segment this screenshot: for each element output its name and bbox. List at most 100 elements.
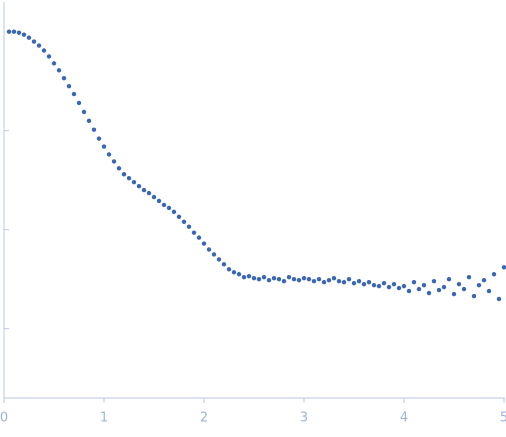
point — [276, 277, 282, 282]
point — [501, 265, 506, 270]
point — [386, 284, 392, 290]
point — [166, 205, 172, 211]
x-tick-label: 5 — [500, 411, 506, 426]
point — [171, 209, 177, 215]
point — [191, 230, 197, 235]
point — [91, 127, 97, 132]
point — [281, 278, 287, 284]
point — [186, 224, 192, 229]
point — [236, 272, 242, 277]
point — [136, 183, 142, 189]
point — [486, 288, 492, 294]
point — [36, 43, 42, 48]
point — [96, 136, 102, 141]
point — [456, 281, 462, 287]
point — [416, 286, 422, 292]
point — [131, 179, 137, 185]
point — [306, 277, 312, 282]
point — [61, 76, 67, 81]
point — [221, 262, 227, 267]
point — [106, 152, 112, 157]
point — [481, 277, 487, 283]
point — [491, 272, 497, 277]
point — [466, 275, 472, 280]
point — [176, 214, 182, 220]
point — [356, 278, 362, 284]
point — [206, 247, 212, 252]
point — [351, 280, 357, 286]
point — [196, 235, 202, 240]
point — [296, 277, 302, 283]
point — [401, 283, 407, 289]
point — [226, 267, 232, 272]
point — [291, 277, 297, 282]
point — [116, 166, 122, 171]
point — [141, 187, 147, 193]
point — [21, 32, 27, 37]
point — [316, 277, 322, 282]
point — [26, 35, 32, 40]
point — [336, 278, 342, 284]
point — [341, 279, 347, 285]
point — [241, 275, 247, 280]
point — [331, 276, 337, 281]
point — [146, 190, 152, 196]
point — [231, 270, 237, 275]
point — [411, 279, 417, 285]
point — [396, 285, 402, 291]
point — [446, 277, 452, 282]
point — [266, 277, 272, 283]
point — [121, 172, 127, 177]
point — [251, 276, 257, 281]
point — [326, 277, 332, 283]
point — [461, 286, 467, 292]
point — [431, 278, 437, 284]
point — [56, 68, 62, 73]
point — [426, 290, 432, 296]
point — [31, 39, 37, 44]
x-tick-label: 1 — [100, 411, 108, 426]
point — [156, 198, 162, 204]
point — [161, 202, 167, 208]
point — [111, 159, 117, 164]
point — [441, 284, 447, 290]
point — [376, 283, 382, 289]
point — [51, 61, 57, 66]
point — [81, 109, 87, 115]
point — [406, 288, 412, 294]
point — [476, 282, 482, 288]
point — [181, 219, 187, 224]
point — [261, 275, 267, 280]
point — [321, 279, 327, 285]
point — [256, 277, 262, 282]
point — [391, 281, 397, 287]
point — [451, 291, 457, 297]
point — [271, 276, 277, 281]
x-tick-label: 3 — [300, 411, 308, 426]
x-tick-label: 4 — [400, 411, 408, 426]
point — [76, 100, 82, 106]
point — [86, 118, 92, 124]
point — [41, 48, 47, 53]
point — [11, 29, 17, 34]
point — [211, 252, 217, 257]
point — [436, 287, 442, 293]
point — [496, 296, 502, 302]
point — [46, 54, 52, 59]
point — [301, 276, 307, 281]
point — [471, 293, 477, 299]
point — [361, 281, 367, 287]
point — [151, 194, 157, 200]
point — [246, 274, 252, 279]
point — [16, 30, 22, 35]
point — [201, 241, 207, 246]
point — [311, 278, 317, 284]
point — [126, 176, 132, 181]
point — [216, 257, 222, 262]
point — [366, 279, 372, 285]
point — [421, 282, 427, 288]
point — [286, 275, 292, 280]
point — [66, 83, 72, 89]
point — [371, 282, 377, 288]
